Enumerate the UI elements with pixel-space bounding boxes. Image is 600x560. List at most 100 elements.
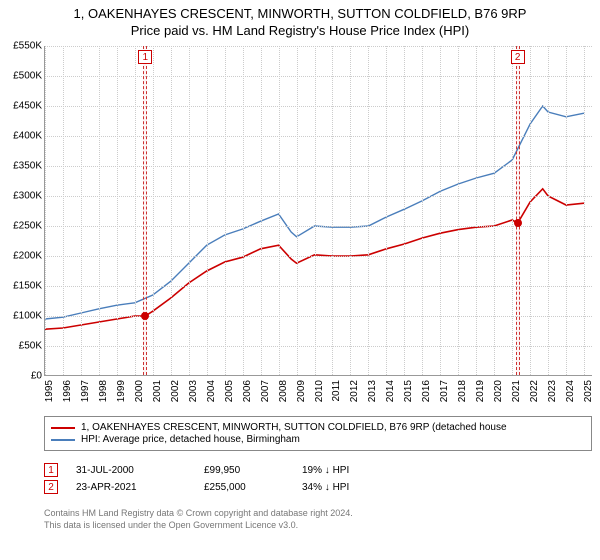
sale-price: £255,000: [204, 482, 284, 493]
line-series-svg: [45, 46, 592, 375]
gridline-h: [45, 196, 592, 197]
gridline-h: [45, 346, 592, 347]
gridline-v: [512, 46, 513, 375]
gridline-v: [350, 46, 351, 375]
gridline-v: [315, 46, 316, 375]
gridline-v: [279, 46, 280, 375]
gridline-v: [117, 46, 118, 375]
y-tick-label: £550K: [13, 41, 42, 52]
legend-label: 1, OAKENHAYES CRESCENT, MINWORTH, SUTTON…: [81, 422, 507, 433]
gridline-v: [530, 46, 531, 375]
sale-diff: 19% ↓ HPI: [302, 465, 402, 476]
x-tick-label: 2012: [349, 380, 360, 402]
sale-badge: 2: [511, 50, 525, 64]
x-tick-label: 1995: [44, 380, 55, 402]
gridline-v: [566, 46, 567, 375]
x-tick-label: 2023: [547, 380, 558, 402]
footnote: Contains HM Land Registry data © Crown c…: [44, 508, 592, 531]
sale-marker-dot: [141, 312, 149, 320]
x-tick-label: 2002: [170, 380, 181, 402]
x-tick-label: 1997: [80, 380, 91, 402]
y-axis: £0£50K£100K£150K£200K£250K£300K£350K£400…: [0, 46, 44, 376]
gridline-h: [45, 106, 592, 107]
gridline-v: [386, 46, 387, 375]
gridline-v: [135, 46, 136, 375]
sale-number-badge: 2: [44, 480, 58, 494]
gridline-v: [548, 46, 549, 375]
y-tick-label: £350K: [13, 161, 42, 172]
legend: 1, OAKENHAYES CRESCENT, MINWORTH, SUTTON…: [44, 416, 592, 451]
sales-table: 1 31-JUL-2000 £99,950 19% ↓ HPI 2 23-APR…: [44, 460, 592, 497]
gridline-v: [440, 46, 441, 375]
x-tick-label: 2017: [439, 380, 450, 402]
gridline-v: [422, 46, 423, 375]
x-tick-label: 2022: [529, 380, 540, 402]
y-tick-label: £0: [31, 371, 42, 382]
x-axis: 1995199619971998199920002001200220032004…: [44, 378, 592, 408]
y-tick-label: £100K: [13, 311, 42, 322]
gridline-h: [45, 316, 592, 317]
sale-diff: 34% ↓ HPI: [302, 482, 402, 493]
sale-number-badge: 1: [44, 463, 58, 477]
x-tick-label: 2020: [493, 380, 504, 402]
x-tick-label: 2006: [242, 380, 253, 402]
x-tick-label: 2007: [260, 380, 271, 402]
gridline-v: [404, 46, 405, 375]
gridline-v: [189, 46, 190, 375]
x-tick-label: 2014: [385, 380, 396, 402]
x-tick-label: 2024: [565, 380, 576, 402]
title-line-1: 1, OAKENHAYES CRESCENT, MINWORTH, SUTTON…: [10, 6, 590, 21]
chart-container: 1, OAKENHAYES CRESCENT, MINWORTH, SUTTON…: [0, 0, 600, 560]
gridline-h: [45, 166, 592, 167]
gridline-v: [584, 46, 585, 375]
sale-date: 31-JUL-2000: [76, 465, 186, 476]
table-row: 2 23-APR-2021 £255,000 34% ↓ HPI: [44, 480, 592, 494]
y-tick-label: £200K: [13, 251, 42, 262]
title-block: 1, OAKENHAYES CRESCENT, MINWORTH, SUTTON…: [0, 0, 600, 40]
gridline-v: [225, 46, 226, 375]
gridline-v: [494, 46, 495, 375]
y-tick-label: £50K: [19, 341, 42, 352]
gridline-v: [207, 46, 208, 375]
sale-marker-dot: [514, 219, 522, 227]
chart-area: £0£50K£100K£150K£200K£250K£300K£350K£400…: [0, 46, 600, 406]
sale-badge: 1: [138, 50, 152, 64]
y-tick-label: £300K: [13, 191, 42, 202]
y-tick-label: £250K: [13, 221, 42, 232]
sale-band: [516, 46, 520, 375]
gridline-v: [458, 46, 459, 375]
gridline-v: [261, 46, 262, 375]
gridline-v: [368, 46, 369, 375]
gridline-v: [63, 46, 64, 375]
table-row: 1 31-JUL-2000 £99,950 19% ↓ HPI: [44, 463, 592, 477]
gridline-h: [45, 76, 592, 77]
gridline-v: [171, 46, 172, 375]
x-tick-label: 1998: [98, 380, 109, 402]
gridline-v: [332, 46, 333, 375]
x-tick-label: 2013: [367, 380, 378, 402]
x-tick-label: 2004: [206, 380, 217, 402]
legend-row: HPI: Average price, detached house, Birm…: [51, 434, 585, 445]
gridline-h: [45, 286, 592, 287]
x-tick-label: 2025: [583, 380, 594, 402]
legend-swatch: [51, 427, 75, 429]
y-tick-label: £500K: [13, 71, 42, 82]
x-tick-label: 1996: [62, 380, 73, 402]
x-tick-label: 2019: [475, 380, 486, 402]
x-tick-label: 2018: [457, 380, 468, 402]
gridline-v: [476, 46, 477, 375]
y-tick-label: £450K: [13, 101, 42, 112]
gridline-v: [81, 46, 82, 375]
gridline-v: [153, 46, 154, 375]
y-tick-label: £400K: [13, 131, 42, 142]
gridline-v: [243, 46, 244, 375]
gridline-v: [99, 46, 100, 375]
gridline-h: [45, 46, 592, 47]
footnote-line: This data is licensed under the Open Gov…: [44, 520, 592, 532]
x-tick-label: 2005: [224, 380, 235, 402]
gridline-v: [45, 46, 46, 375]
x-tick-label: 2003: [188, 380, 199, 402]
x-tick-label: 2010: [314, 380, 325, 402]
x-tick-label: 2000: [134, 380, 145, 402]
gridline-h: [45, 226, 592, 227]
